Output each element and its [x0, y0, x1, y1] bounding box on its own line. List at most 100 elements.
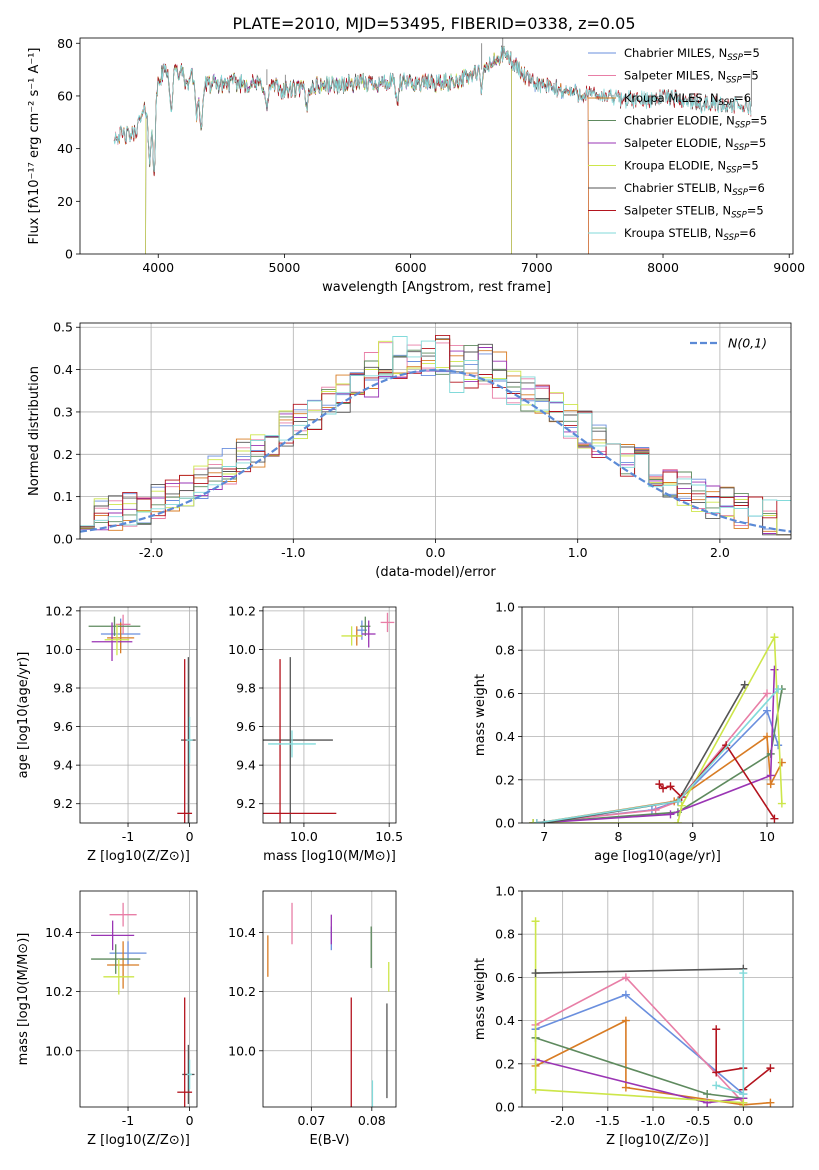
panel-spectrum: 4000 5000 6000 7000 8000 9000 0 20 40 60 80 wavelen… — [27, 36, 805, 295]
weight-marker — [777, 758, 786, 767]
point-salpeter-stelib — [263, 659, 337, 823]
y-tick-label: 0.8 — [495, 643, 515, 658]
x-tick-label: 0 — [186, 829, 194, 844]
y-tick-label: 9.2 — [236, 796, 256, 811]
y-axis-label: age [log10(age/yr)] — [16, 652, 31, 779]
legend-tail: =5 — [747, 204, 764, 218]
weight-marker — [739, 1098, 748, 1107]
spectrum-line-chabrier-miles — [113, 46, 589, 254]
legend-entry: Kroupa ELODIE, NSSP=5 — [624, 159, 759, 176]
x-tick-label: -1.0 — [281, 545, 305, 560]
legend-sub: SSP — [734, 143, 750, 153]
y-tick-label: 10.2 — [228, 603, 256, 618]
legend-sub: SSP — [726, 76, 742, 86]
axes-frame — [79, 606, 198, 824]
y-tick-label: 0 — [65, 247, 73, 262]
grid-weight_vs_age — [522, 606, 793, 824]
point-kroupa-stelib — [186, 716, 193, 764]
y-tick-label: 9.4 — [236, 758, 256, 773]
figure-title: PLATE=2010, MJD=53495, FIBERID=0338, z=0… — [232, 14, 635, 33]
weight-line-salpeter-elodie — [536, 669, 776, 823]
weight-marker — [531, 1085, 540, 1094]
weight-marker — [666, 782, 675, 791]
axes-frame — [262, 606, 397, 824]
grid-mass_vs_Z — [80, 891, 197, 1107]
weight-line-kroupa-elodie — [533, 634, 783, 823]
point-chabrier-elodie — [88, 616, 141, 636]
y-tick-label: 10.0 — [45, 1043, 73, 1058]
y-tick-label: 0.6 — [495, 970, 515, 985]
y-tick-label: 10.2 — [45, 603, 73, 618]
y-axis-label: mass weight — [473, 674, 488, 756]
x-tick-label: 7 — [540, 829, 548, 844]
panel-weight_vs_age: 7 8 9 10 0.0 0.2 0.4 0.6 0.8 1.0 age [log10(age/yr… — [473, 600, 794, 864]
x-axis-label: age [log10(age/yr)] — [594, 849, 721, 864]
legend-tail: =6 — [748, 181, 765, 195]
x-tick-label: 0.07 — [297, 1113, 325, 1128]
point-kroupa-stelib — [268, 730, 316, 758]
legend-entry: Chabrier STELIB, NSSP=6 — [624, 181, 765, 198]
y-axis-label: mass [log10(M/M⊙)] — [16, 933, 31, 1066]
legend-tail: =6 — [739, 226, 756, 240]
weight-marker — [774, 685, 783, 694]
legend-entry: Chabrier ELODIE, NSSP=5 — [624, 114, 767, 131]
x-tick-label: 7000 — [521, 260, 553, 275]
y-tick-label: 9.6 — [53, 719, 73, 734]
weight-marker — [655, 780, 664, 789]
x-tick-label: -1.0 — [641, 1113, 665, 1128]
legend-entry: Salpeter STELIB, NSSP=5 — [624, 204, 764, 221]
weight-marker — [770, 814, 779, 823]
plot-area-spectrum — [113, 38, 752, 254]
legend-tail: =5 — [743, 46, 760, 60]
y-tick-label: 10.2 — [45, 984, 73, 999]
y-axis-label: mass weight — [473, 958, 488, 1040]
y-tick-label: 0.2 — [53, 447, 73, 462]
legend-tail: =5 — [750, 114, 767, 128]
x-tick-label: -1 — [122, 1113, 134, 1128]
y-tick-label: 10.0 — [228, 642, 256, 657]
weight-marker — [770, 665, 779, 674]
grid-age_vs_mass — [263, 607, 396, 823]
spectrum-line-chabrier-stelib — [113, 45, 752, 175]
point-kroupa-elodie — [104, 624, 130, 656]
point-kroupa-stelib — [187, 1059, 193, 1090]
axes-frame — [521, 606, 794, 824]
weight-marker — [777, 799, 786, 808]
weight-marker — [770, 633, 779, 642]
panel-mass_vs_Z: -1 0 10.0 10.2 10.4 Z [log10(Z/Z⊙)] mass [log1… — [16, 890, 198, 1148]
axes-frame — [79, 322, 792, 540]
x-tick-label: 1.0 — [568, 545, 588, 560]
legend-sub: SSP — [732, 188, 748, 198]
weight-marker — [529, 819, 538, 823]
plot-area-weight_vs_age — [529, 633, 786, 823]
panel-residuals: -2.0 -1.0 0.0 1.0 2.0 0.0 0.1 0.2 0.3 0.4 0.5 (data… — [27, 320, 792, 580]
x-axis-label: Z [log10(Z/Z⊙)] — [87, 1133, 190, 1148]
x-tick-label: 0.0 — [733, 1113, 753, 1128]
grid-mass_vs_ebv — [263, 891, 396, 1107]
y-tick-label: 0.8 — [495, 927, 515, 942]
weight-marker — [712, 1081, 721, 1090]
weight-marker — [659, 784, 668, 793]
y-tick-label: 9.8 — [53, 681, 73, 696]
weight-marker — [766, 771, 775, 780]
y-tick-label: 0.4 — [53, 362, 73, 377]
x-axis-label: wavelength [Angstrom, rest frame] — [322, 280, 551, 295]
x-tick-label: 8000 — [647, 260, 679, 275]
weight-marker — [621, 1083, 630, 1092]
y-tick-label: 0.0 — [495, 1100, 515, 1115]
y-tick-label: 0.2 — [495, 772, 515, 787]
x-tick-label: -2.0 — [139, 545, 163, 560]
y-tick-label: 10.2 — [228, 984, 256, 999]
weight-marker — [540, 819, 549, 823]
legend-sub: SSP — [719, 98, 735, 108]
spectrum-line-kroupa-stelib — [113, 46, 752, 173]
y-tick-label: 0.1 — [53, 489, 73, 504]
x-tick-label: 10.5 — [375, 829, 403, 844]
x-axis-label: (data-model)/error — [375, 565, 496, 580]
plot-area-weight_vs_Z — [531, 917, 775, 1107]
weight-marker — [763, 706, 772, 715]
legend-entry: Salpeter ELODIE, NSSP=5 — [624, 136, 766, 153]
weight-marker — [621, 973, 630, 982]
y-tick-label: 9.4 — [53, 758, 73, 773]
